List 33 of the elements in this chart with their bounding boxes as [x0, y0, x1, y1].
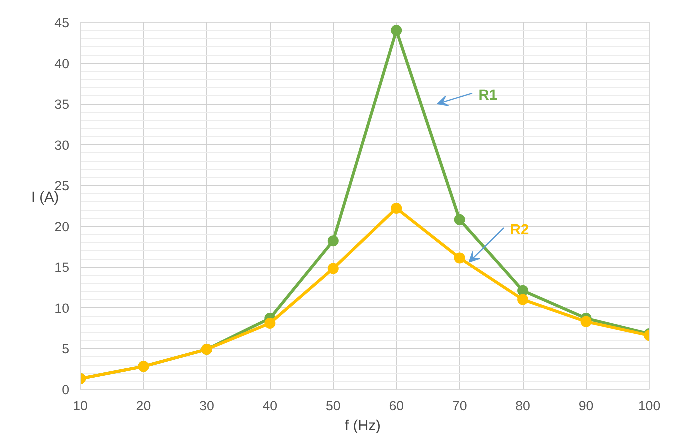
text: R2	[510, 222, 530, 238]
text: R1	[478, 88, 498, 104]
x-tick-label: 80	[516, 398, 530, 414]
point	[518, 294, 529, 306]
y-tick-label: 30	[54, 138, 70, 153]
y-axis-title: I (A)	[32, 190, 60, 206]
y-tick-label: 15	[54, 260, 70, 276]
x-tick-label: 30	[200, 398, 214, 414]
y-tick-label: 45	[54, 16, 70, 30]
y-tick-label: 20	[54, 219, 70, 234]
point	[518, 285, 529, 296]
x-tick-label: 100	[638, 398, 661, 414]
y-tick-label: 40	[54, 56, 70, 72]
point	[264, 318, 276, 329]
y-tick-label: 0	[62, 382, 70, 398]
y-tick-label: 35	[54, 97, 70, 112]
point	[391, 25, 402, 36]
point	[391, 202, 402, 214]
point	[580, 316, 592, 328]
x-tick-label: 10	[73, 398, 88, 414]
y-tick-label: 5	[62, 342, 70, 357]
point	[328, 236, 339, 247]
x-tick-label: 50	[326, 398, 341, 414]
x-tick-label: 20	[136, 398, 152, 414]
x-tick-label: 90	[578, 398, 594, 414]
x-tick-label: 70	[452, 398, 468, 414]
x-tick-label: 60	[389, 398, 404, 414]
y-tick-label: 10	[54, 300, 70, 316]
x-axis-title: f (Hz)	[345, 418, 381, 434]
point	[454, 214, 466, 226]
point	[454, 252, 466, 264]
point	[328, 263, 339, 274]
x-tick-label: 40	[262, 398, 278, 414]
